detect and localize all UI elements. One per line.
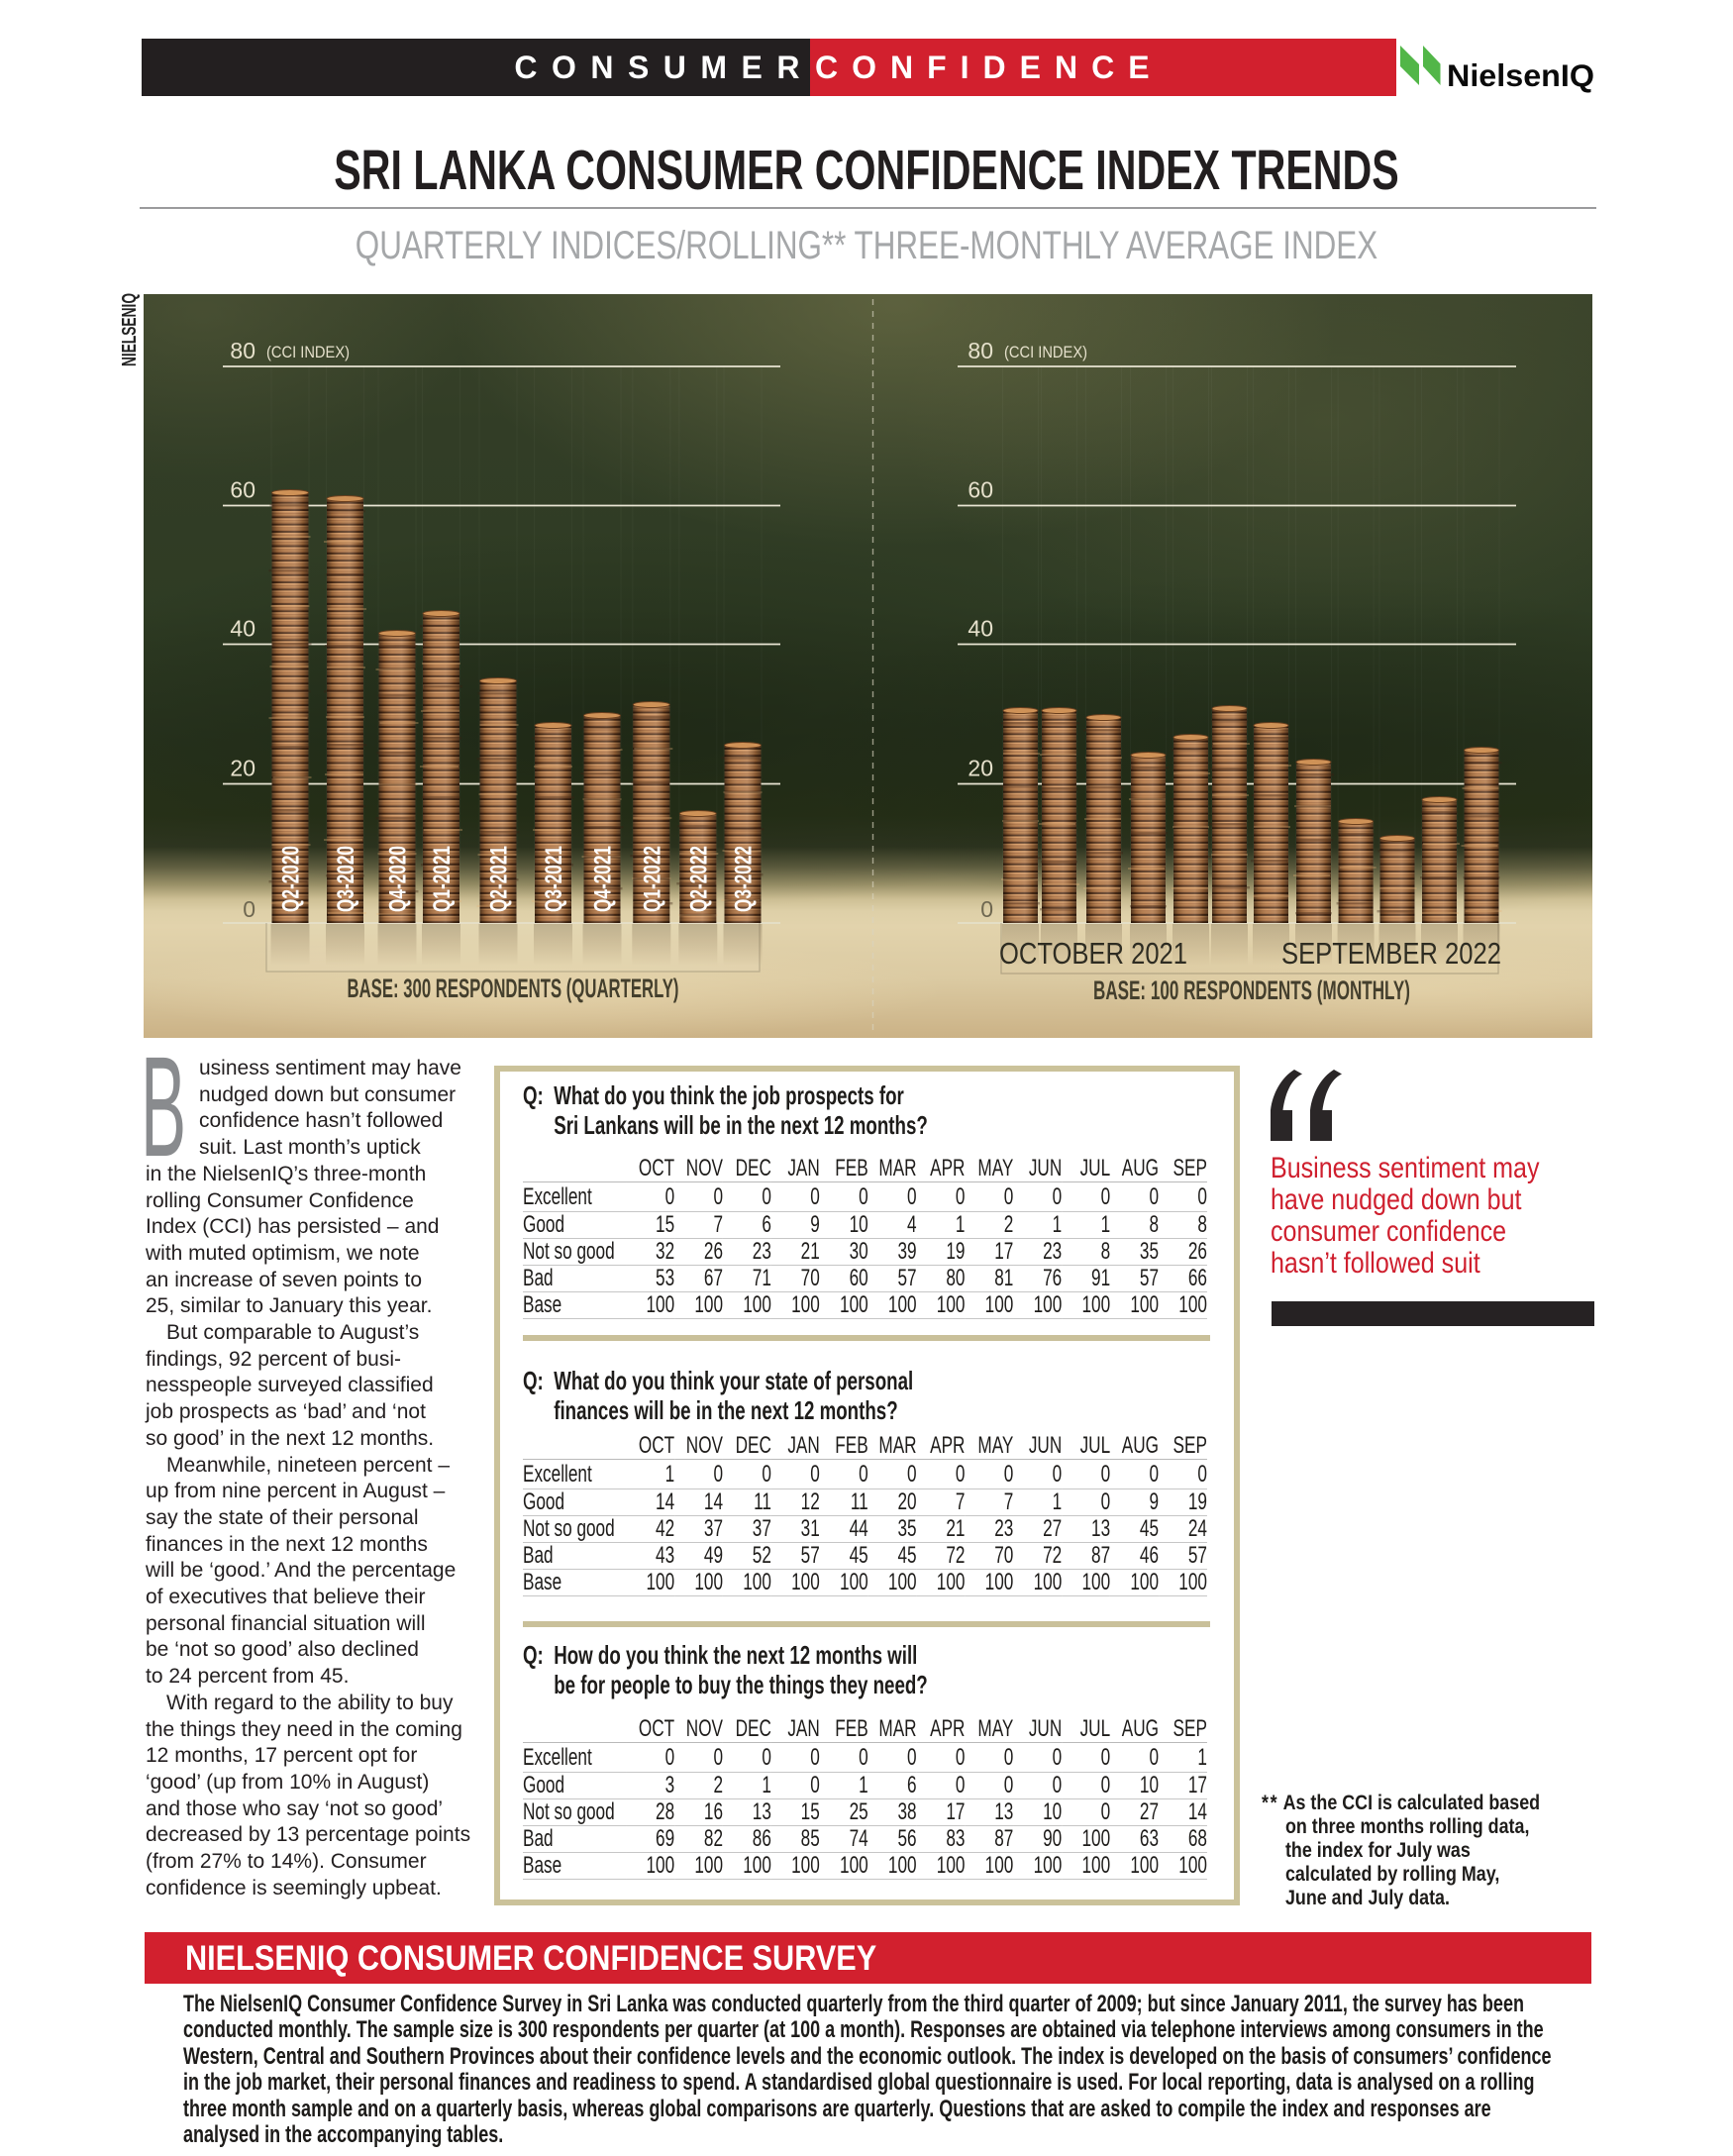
svg-text:Q2-2020: Q2-2020 xyxy=(278,846,305,912)
svg-text:40: 40 xyxy=(230,616,255,642)
svg-text:(CCI INDEX): (CCI INDEX) xyxy=(1004,344,1087,361)
svg-text:0: 0 xyxy=(980,896,993,922)
svg-text:BASE: 100 RESPONDENTS (MONTHLY: BASE: 100 RESPONDENTS (MONTHLY) xyxy=(1093,975,1410,1005)
svg-text:0: 0 xyxy=(243,896,255,922)
svg-text:40: 40 xyxy=(968,616,993,642)
svg-text:Q2-2021: Q2-2021 xyxy=(486,846,513,912)
svg-text:20: 20 xyxy=(230,756,255,781)
svg-text:Q2-2022: Q2-2022 xyxy=(685,846,712,912)
svg-text:60: 60 xyxy=(230,477,255,503)
svg-text:Q4-2020: Q4-2020 xyxy=(385,846,412,912)
svg-text:Q4-2021: Q4-2021 xyxy=(590,846,617,912)
svg-text:20: 20 xyxy=(968,756,993,781)
svg-text:NIELSENIQ: NIELSENIQ xyxy=(119,293,141,366)
svg-text:OCTOBER 2021: OCTOBER 2021 xyxy=(999,936,1187,971)
svg-text:NielsenIQ: NielsenIQ xyxy=(1447,57,1594,93)
svg-text:60: 60 xyxy=(968,477,993,503)
svg-text:Q3-2022: Q3-2022 xyxy=(731,846,758,912)
svg-text:BASE: 300 RESPONDENTS (QUARTER: BASE: 300 RESPONDENTS (QUARTERLY) xyxy=(348,974,679,1003)
svg-text:(CCI INDEX): (CCI INDEX) xyxy=(266,344,350,361)
svg-text:SEPTEMBER 2022: SEPTEMBER 2022 xyxy=(1281,936,1501,971)
svg-text:80: 80 xyxy=(230,338,255,363)
svg-text:Q3-2021: Q3-2021 xyxy=(541,846,567,912)
svg-text:80: 80 xyxy=(968,338,993,363)
svg-text:Q3-2020: Q3-2020 xyxy=(333,846,359,912)
svg-text:Q1-2021: Q1-2021 xyxy=(429,846,456,912)
svg-text:Q1-2022: Q1-2022 xyxy=(639,846,665,912)
